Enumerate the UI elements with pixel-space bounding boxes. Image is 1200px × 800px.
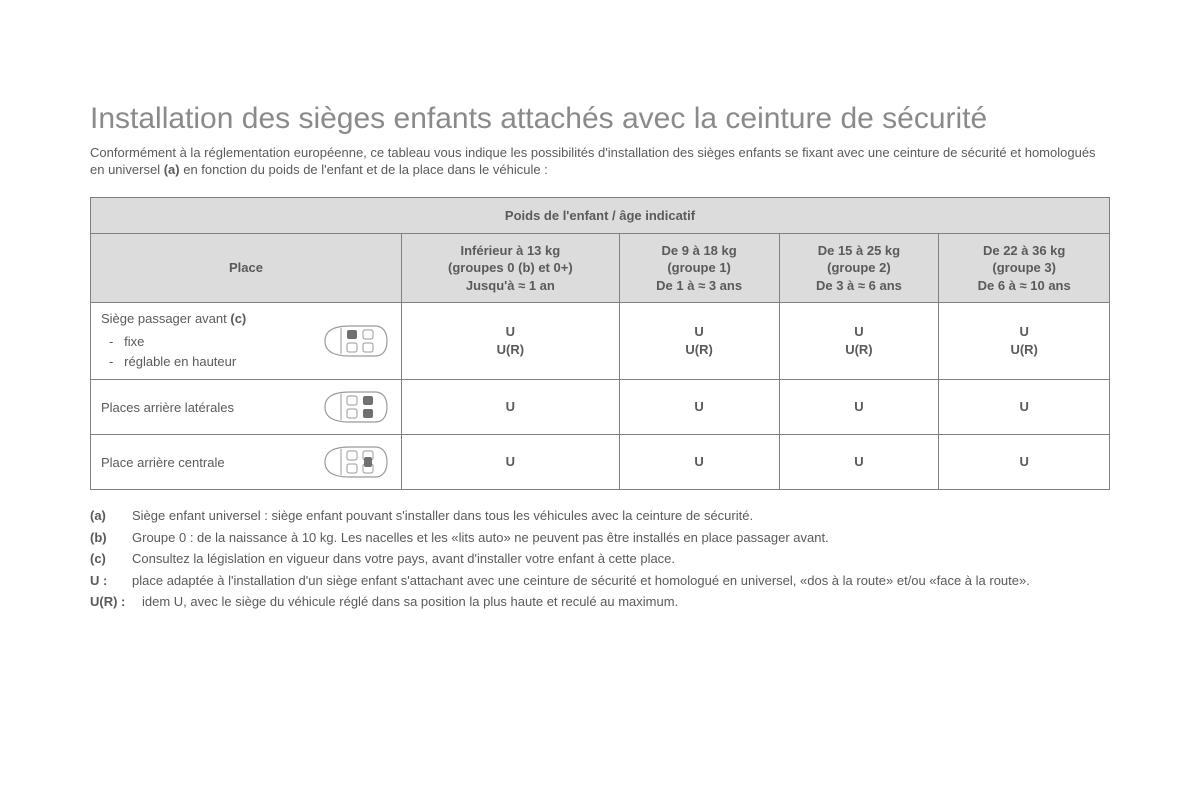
car-rear-outer-icon bbox=[321, 388, 391, 426]
wt2-group: (groupe 2) bbox=[827, 260, 891, 275]
col-header-place: Place bbox=[91, 233, 402, 303]
fn-c-text: Consultez la législation en vigueur dans… bbox=[132, 549, 675, 569]
cell-1-2: U bbox=[779, 380, 939, 435]
fn-b-text: Groupe 0 : de la naissance à 10 kg. Les … bbox=[132, 528, 829, 548]
col-header-weight-1: De 9 à 18 kg (groupe 1) De 1 à ≈ 3 ans bbox=[619, 233, 779, 303]
fn-u-text: place adaptée à l'installation d'un sièg… bbox=[132, 571, 1030, 591]
place-cell-1: Places arrière latérales bbox=[91, 380, 402, 435]
cell-0-0: UU(R) bbox=[402, 303, 620, 380]
page-title: Installation des sièges enfants attachés… bbox=[90, 100, 1110, 138]
cell-0-1: UU(R) bbox=[619, 303, 779, 380]
col-header-weight-3: De 22 à 36 kg (groupe 3) De 6 à ≈ 10 ans bbox=[939, 233, 1110, 303]
wt0-group-post: et 0+) bbox=[535, 260, 573, 275]
wt1-group: (groupe 1) bbox=[667, 260, 731, 275]
child-seat-table: Poids de l'enfant / âge indicatif Place … bbox=[90, 197, 1110, 491]
place0-ref: (c) bbox=[230, 311, 246, 326]
wt3-title: De 22 à 36 kg bbox=[983, 243, 1065, 258]
wt0-title: Inférieur à 13 kg bbox=[460, 243, 560, 258]
place-cell-0: Siège passager avant (c) - fixe - réglab… bbox=[91, 303, 402, 380]
cell-2-1: U bbox=[619, 435, 779, 490]
cell-0-2: UU(R) bbox=[779, 303, 939, 380]
place-cell-2: Place arrière centrale bbox=[91, 435, 402, 490]
footnote-ur: U(R) : idem U, avec le siège du véhicule… bbox=[90, 592, 1110, 612]
place1-label: Places arrière latérales bbox=[101, 400, 234, 415]
fn-u-tag: U : bbox=[90, 571, 126, 591]
fn-a-tag: (a) bbox=[90, 506, 126, 526]
footnotes: (a) Siège enfant universel : siège enfan… bbox=[90, 506, 1110, 612]
cell-2-3: U bbox=[939, 435, 1110, 490]
fn-b-tag: (b) bbox=[90, 528, 126, 548]
wt0-group-b: (b) bbox=[518, 260, 535, 275]
car-rear-center-icon bbox=[321, 443, 391, 481]
cell-1-1: U bbox=[619, 380, 779, 435]
cell-2-2: U bbox=[779, 435, 939, 490]
table-row: Siège passager avant (c) - fixe - réglab… bbox=[91, 303, 1110, 380]
footnote-b: (b) Groupe 0 : de la naissance à 10 kg. … bbox=[90, 528, 1110, 548]
cell-0-3: UU(R) bbox=[939, 303, 1110, 380]
cell-1-3: U bbox=[939, 380, 1110, 435]
footnote-c: (c) Consultez la législation en vigueur … bbox=[90, 549, 1110, 569]
wt2-title: De 15 à 25 kg bbox=[818, 243, 900, 258]
wt2-age: De 3 à ≈ 6 ans bbox=[816, 278, 902, 293]
col-header-weight-2: De 15 à 25 kg (groupe 2) De 3 à ≈ 6 ans bbox=[779, 233, 939, 303]
fn-c-tag: (c) bbox=[90, 549, 126, 569]
place2-label: Place arrière centrale bbox=[101, 455, 225, 470]
table-header-top: Poids de l'enfant / âge indicatif bbox=[91, 197, 1110, 233]
car-front-passenger-icon bbox=[321, 322, 391, 360]
document-page: Installation des sièges enfants attachés… bbox=[0, 0, 1200, 654]
table-row: Place arrière centrale bbox=[91, 435, 1110, 490]
cell-2-0: U bbox=[402, 435, 620, 490]
wt0-age: Jusqu'à ≈ 1 an bbox=[466, 278, 555, 293]
cell-1-0: U bbox=[402, 380, 620, 435]
place0-sub1: réglable en hauteur bbox=[124, 354, 236, 369]
intro-text-2: en fonction du poids de l'enfant et de l… bbox=[180, 162, 548, 177]
wt0-group-pre: (groupes 0 bbox=[448, 260, 518, 275]
intro-paragraph: Conformément à la réglementation europée… bbox=[90, 144, 1110, 179]
wt1-age: De 1 à ≈ 3 ans bbox=[656, 278, 742, 293]
fn-ur-tag: U(R) : bbox=[90, 592, 136, 612]
footnote-a: (a) Siège enfant universel : siège enfan… bbox=[90, 506, 1110, 526]
table-row: Places arrière latérales U bbox=[91, 380, 1110, 435]
wt1-title: De 9 à 18 kg bbox=[662, 243, 737, 258]
fn-a-text: Siège enfant universel : siège enfant po… bbox=[132, 506, 753, 526]
intro-ref-a: (a) bbox=[164, 162, 180, 177]
fn-ur-text: idem U, avec le siège du véhicule réglé … bbox=[142, 592, 678, 612]
col-header-weight-0: Inférieur à 13 kg (groupes 0 (b) et 0+) … bbox=[402, 233, 620, 303]
footnote-u: U : place adaptée à l'installation d'un … bbox=[90, 571, 1110, 591]
wt3-age: De 6 à ≈ 10 ans bbox=[978, 278, 1071, 293]
place0-sub0: fixe bbox=[124, 334, 144, 349]
place0-label: Siège passager avant bbox=[101, 311, 230, 326]
wt3-group: (groupe 3) bbox=[992, 260, 1056, 275]
